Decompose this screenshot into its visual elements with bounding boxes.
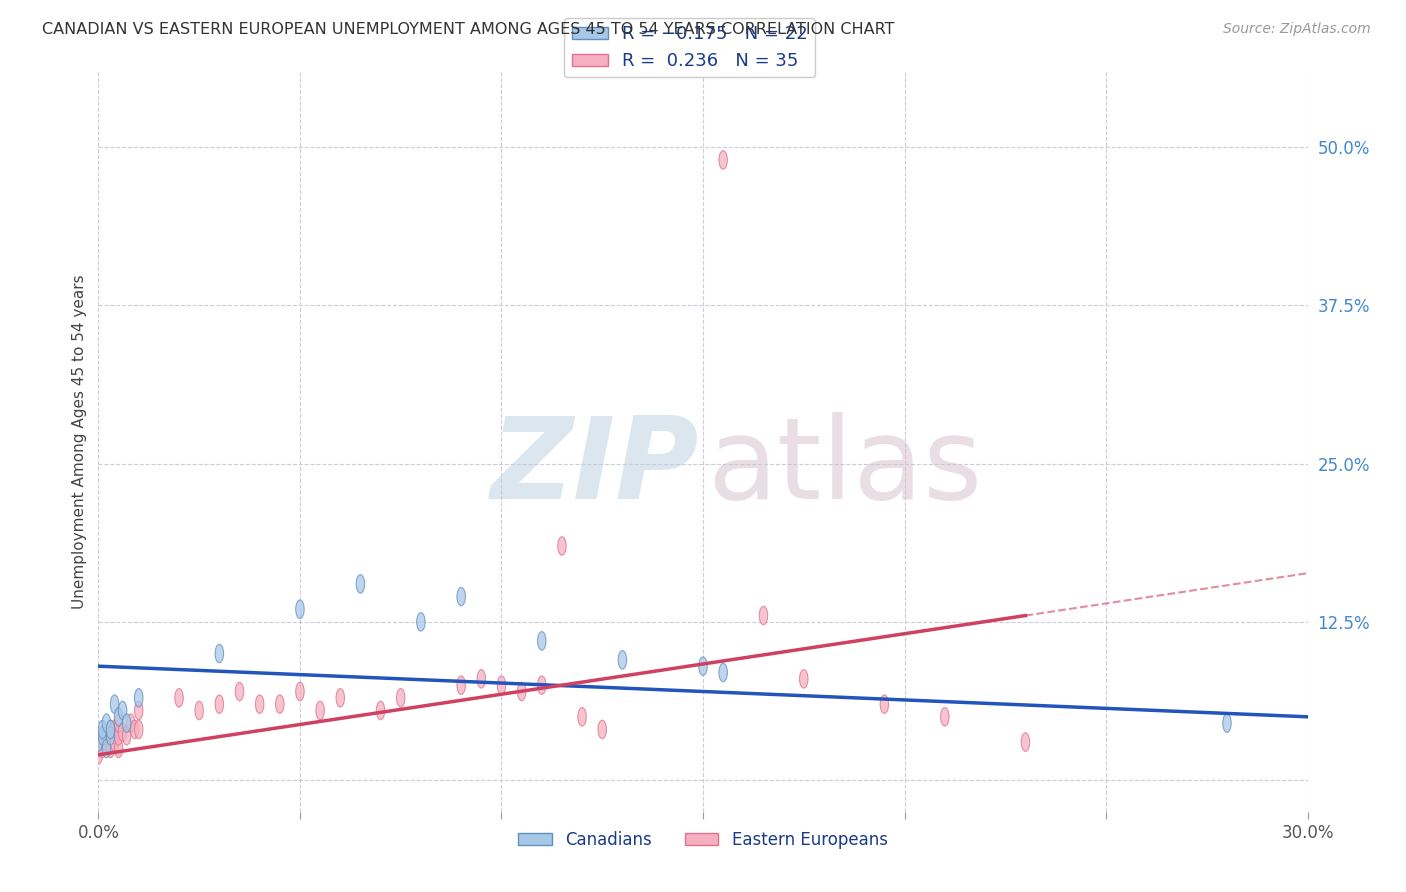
Ellipse shape [578, 707, 586, 726]
Ellipse shape [759, 607, 768, 624]
Ellipse shape [122, 714, 131, 732]
Ellipse shape [619, 650, 627, 669]
Ellipse shape [98, 720, 107, 739]
Ellipse shape [131, 720, 139, 739]
Ellipse shape [110, 695, 118, 714]
Ellipse shape [457, 676, 465, 694]
Ellipse shape [396, 689, 405, 707]
Ellipse shape [114, 739, 122, 757]
Ellipse shape [103, 726, 111, 745]
Ellipse shape [356, 574, 364, 593]
Ellipse shape [215, 695, 224, 714]
Ellipse shape [880, 695, 889, 714]
Ellipse shape [114, 714, 122, 732]
Ellipse shape [336, 689, 344, 707]
Ellipse shape [114, 707, 122, 726]
Ellipse shape [107, 739, 115, 757]
Ellipse shape [135, 701, 143, 720]
Ellipse shape [699, 657, 707, 675]
Ellipse shape [558, 537, 567, 555]
Ellipse shape [174, 689, 183, 707]
Ellipse shape [107, 720, 115, 739]
Ellipse shape [800, 670, 808, 688]
Ellipse shape [107, 726, 115, 745]
Ellipse shape [107, 720, 115, 739]
Ellipse shape [118, 701, 127, 720]
Text: CANADIAN VS EASTERN EUROPEAN UNEMPLOYMENT AMONG AGES 45 TO 54 YEARS CORRELATION : CANADIAN VS EASTERN EUROPEAN UNEMPLOYMEN… [42, 22, 894, 37]
Ellipse shape [103, 714, 111, 732]
Text: atlas: atlas [707, 412, 981, 523]
Ellipse shape [498, 676, 506, 694]
Ellipse shape [127, 714, 135, 732]
Ellipse shape [135, 720, 143, 739]
Ellipse shape [537, 676, 546, 694]
Text: Source: ZipAtlas.com: Source: ZipAtlas.com [1223, 22, 1371, 37]
Ellipse shape [377, 701, 385, 720]
Ellipse shape [517, 682, 526, 701]
Ellipse shape [457, 587, 465, 606]
Ellipse shape [941, 707, 949, 726]
Ellipse shape [235, 682, 243, 701]
Ellipse shape [94, 733, 103, 751]
Ellipse shape [122, 726, 131, 745]
Ellipse shape [477, 670, 485, 688]
Ellipse shape [215, 644, 224, 663]
Ellipse shape [1223, 714, 1232, 732]
Ellipse shape [110, 720, 118, 739]
Ellipse shape [98, 726, 107, 745]
Ellipse shape [1021, 733, 1029, 751]
Ellipse shape [118, 723, 127, 741]
Ellipse shape [103, 733, 111, 751]
Legend: Canadians, Eastern Europeans: Canadians, Eastern Europeans [512, 824, 894, 855]
Ellipse shape [718, 664, 727, 681]
Ellipse shape [537, 632, 546, 650]
Y-axis label: Unemployment Among Ages 45 to 54 years: Unemployment Among Ages 45 to 54 years [72, 274, 87, 609]
Ellipse shape [598, 720, 606, 739]
Ellipse shape [718, 151, 727, 169]
Ellipse shape [110, 733, 118, 751]
Ellipse shape [98, 726, 107, 745]
Text: ZIP: ZIP [491, 412, 699, 523]
Ellipse shape [295, 682, 304, 701]
Ellipse shape [114, 726, 122, 745]
Ellipse shape [276, 695, 284, 714]
Ellipse shape [135, 689, 143, 707]
Ellipse shape [94, 746, 103, 764]
Ellipse shape [295, 600, 304, 618]
Ellipse shape [416, 613, 425, 632]
Ellipse shape [98, 739, 107, 757]
Ellipse shape [103, 739, 111, 757]
Ellipse shape [316, 701, 325, 720]
Ellipse shape [195, 701, 204, 720]
Ellipse shape [256, 695, 264, 714]
